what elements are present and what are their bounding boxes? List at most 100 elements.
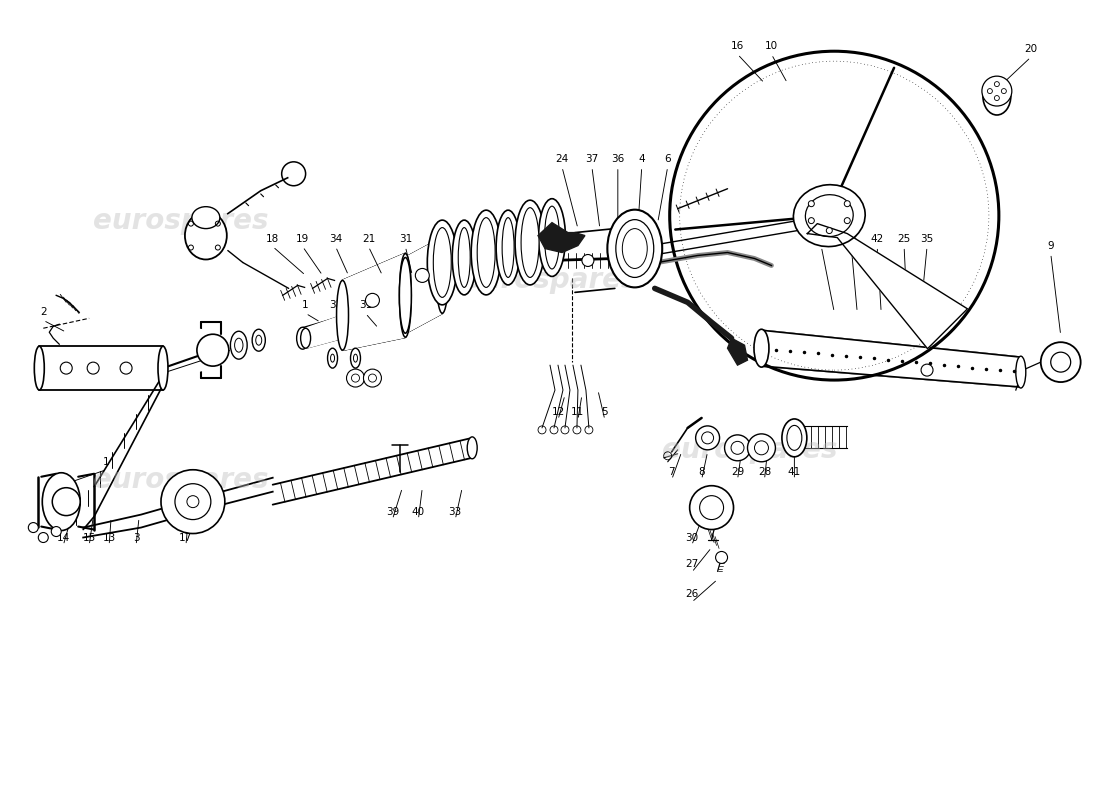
Text: 36: 36	[612, 154, 625, 164]
Circle shape	[87, 362, 99, 374]
Ellipse shape	[616, 220, 653, 278]
Text: 22: 22	[431, 234, 444, 243]
Circle shape	[346, 369, 364, 387]
Circle shape	[826, 228, 833, 234]
Circle shape	[29, 522, 38, 533]
Polygon shape	[195, 328, 218, 345]
Ellipse shape	[496, 210, 520, 285]
Ellipse shape	[437, 238, 449, 314]
Circle shape	[748, 434, 775, 462]
Circle shape	[994, 95, 1000, 101]
Ellipse shape	[983, 77, 1011, 115]
Ellipse shape	[452, 220, 476, 295]
Circle shape	[695, 426, 719, 450]
Circle shape	[161, 470, 224, 534]
Text: 19: 19	[296, 234, 309, 243]
Circle shape	[982, 76, 1012, 106]
Text: eurospares: eurospares	[662, 436, 837, 464]
Polygon shape	[761, 330, 1021, 387]
Text: 31: 31	[359, 300, 372, 310]
Circle shape	[1001, 89, 1006, 94]
Text: 29: 29	[730, 466, 745, 477]
Text: 35: 35	[921, 234, 934, 243]
Text: 1: 1	[102, 457, 109, 466]
Circle shape	[197, 334, 229, 366]
Ellipse shape	[427, 220, 458, 305]
Text: 2: 2	[40, 307, 46, 318]
Polygon shape	[195, 355, 218, 372]
Ellipse shape	[539, 198, 565, 277]
Text: 17: 17	[179, 533, 192, 542]
Ellipse shape	[782, 419, 806, 457]
Text: 4: 4	[638, 154, 645, 164]
Ellipse shape	[158, 346, 168, 390]
Ellipse shape	[338, 315, 348, 338]
Text: 12: 12	[551, 407, 564, 417]
Ellipse shape	[471, 210, 502, 295]
Circle shape	[52, 526, 62, 537]
Circle shape	[845, 201, 850, 206]
Text: 30: 30	[685, 533, 698, 542]
Text: 42: 42	[870, 234, 883, 243]
Ellipse shape	[34, 346, 44, 390]
Ellipse shape	[793, 185, 866, 246]
Circle shape	[175, 484, 211, 519]
Circle shape	[120, 362, 132, 374]
Ellipse shape	[399, 254, 411, 338]
Circle shape	[716, 551, 727, 563]
Text: 39: 39	[386, 506, 399, 517]
Text: 18: 18	[266, 234, 279, 243]
Ellipse shape	[515, 200, 544, 285]
Text: 10: 10	[764, 42, 778, 51]
Circle shape	[365, 294, 380, 307]
Text: 33: 33	[449, 506, 462, 517]
Text: 24: 24	[556, 154, 569, 164]
Circle shape	[39, 533, 48, 542]
Circle shape	[582, 254, 594, 266]
Text: 6: 6	[664, 154, 671, 164]
Ellipse shape	[300, 328, 310, 348]
Text: 40: 40	[411, 506, 425, 517]
Ellipse shape	[42, 473, 80, 530]
Text: 25: 25	[898, 234, 911, 243]
Circle shape	[845, 218, 850, 224]
Circle shape	[1050, 352, 1070, 372]
Text: 26: 26	[685, 590, 698, 599]
Ellipse shape	[468, 437, 477, 458]
Circle shape	[808, 201, 814, 206]
Circle shape	[994, 82, 1000, 86]
Text: 1: 1	[302, 300, 309, 310]
Text: 9: 9	[1047, 241, 1054, 250]
Text: 14: 14	[56, 533, 70, 542]
Text: 37: 37	[585, 154, 598, 164]
Text: 20: 20	[1024, 44, 1037, 54]
Ellipse shape	[502, 218, 514, 278]
Text: 34: 34	[329, 234, 342, 243]
Ellipse shape	[754, 330, 769, 367]
Text: 23: 23	[815, 234, 828, 243]
Circle shape	[808, 218, 814, 224]
Ellipse shape	[297, 327, 309, 349]
Ellipse shape	[185, 212, 227, 259]
Ellipse shape	[607, 210, 662, 287]
Polygon shape	[727, 338, 748, 365]
Circle shape	[363, 369, 382, 387]
Text: 28: 28	[758, 466, 771, 477]
Ellipse shape	[399, 258, 411, 334]
Polygon shape	[807, 224, 968, 349]
Polygon shape	[342, 254, 406, 350]
Circle shape	[690, 486, 734, 530]
Text: 13: 13	[102, 533, 116, 542]
Text: 27: 27	[685, 559, 698, 570]
Text: 32: 32	[465, 234, 478, 243]
Polygon shape	[406, 238, 442, 334]
Circle shape	[53, 488, 80, 515]
Ellipse shape	[1015, 356, 1026, 388]
Text: 5: 5	[602, 407, 608, 417]
Circle shape	[988, 89, 992, 94]
Ellipse shape	[544, 206, 560, 269]
Polygon shape	[538, 222, 585, 253]
Ellipse shape	[337, 281, 349, 350]
Text: 41: 41	[788, 466, 801, 477]
Circle shape	[416, 269, 429, 282]
